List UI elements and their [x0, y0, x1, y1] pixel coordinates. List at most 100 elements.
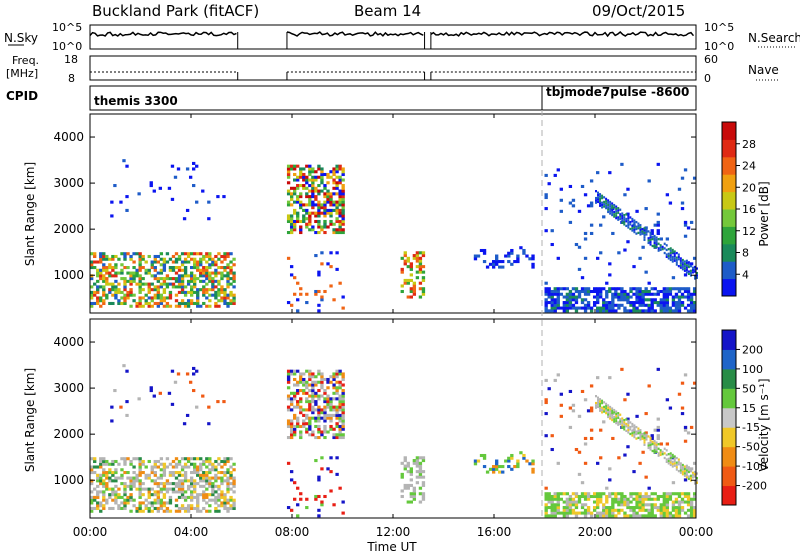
- velocity-cell: [631, 432, 634, 435]
- power-cell: [683, 269, 686, 272]
- velocity-cell: [189, 506, 194, 511]
- power-cell: [605, 295, 609, 299]
- velocity-cell: [583, 461, 588, 465]
- velocity-cell: [311, 430, 315, 434]
- velocity-cell: [296, 514, 300, 518]
- velocity-cell: [627, 428, 630, 432]
- velocity-cell: [608, 478, 612, 482]
- power-cell: [627, 219, 630, 222]
- velocity-cell: [623, 494, 627, 499]
- power-cell: [607, 210, 610, 214]
- power-cell: [296, 298, 300, 302]
- velocity-cell: [135, 479, 139, 483]
- velocity-cell: [671, 456, 674, 459]
- power-cell: [553, 173, 557, 177]
- power-cell: [183, 266, 188, 270]
- velocity-cell: [111, 471, 115, 475]
- velocity-cell: [317, 419, 321, 423]
- power-cell: [286, 167, 291, 171]
- velocity-cell: [286, 405, 291, 409]
- velocity-cell: [174, 484, 179, 488]
- power-cell: [597, 191, 600, 194]
- power-cell: [583, 309, 588, 313]
- power-cell: [158, 186, 163, 190]
- velocity-cell: [183, 479, 188, 483]
- power-cell: [170, 164, 175, 168]
- velocity-colorbar-label: -15: [742, 421, 760, 434]
- power-cell: [635, 232, 638, 235]
- velocity-cell: [102, 498, 106, 502]
- power-cell: [341, 219, 345, 224]
- power-cell: [293, 167, 297, 171]
- power-cell: [320, 170, 324, 174]
- power-cell: [629, 289, 633, 294]
- velocity-cell: [662, 494, 666, 499]
- velocity-cell: [620, 500, 624, 504]
- velocity-cell: [665, 506, 670, 510]
- power-cell: [609, 205, 612, 208]
- velocity-cell: [669, 456, 672, 460]
- power-cell: [289, 197, 294, 201]
- power-cell: [196, 304, 200, 308]
- velocity-cell: [150, 509, 154, 513]
- power-cell: [421, 278, 426, 282]
- power-cell: [671, 276, 676, 280]
- velocity-cell: [680, 506, 685, 510]
- power-cell: [531, 265, 535, 269]
- velocity-cell: [141, 487, 145, 491]
- velocity-cell: [135, 457, 139, 461]
- power-cell: [608, 306, 612, 310]
- velocity-cell: [689, 470, 692, 473]
- power-cell: [559, 287, 563, 291]
- power-cell: [138, 252, 142, 256]
- power-cell: [617, 216, 620, 219]
- power-cell: [177, 257, 182, 261]
- power-cell: [138, 260, 142, 264]
- power-cell: [114, 274, 118, 278]
- velocity-cell: [320, 383, 324, 387]
- velocity-cell: [341, 400, 345, 404]
- power-cell: [153, 254, 157, 259]
- velocity-cell: [418, 467, 423, 471]
- velocity-cell: [147, 487, 151, 491]
- velocity-cell: [223, 501, 227, 505]
- velocity-cell: [656, 428, 660, 432]
- velocity-cell: [305, 427, 309, 431]
- power-cell: [620, 162, 624, 166]
- power-cell: [90, 301, 94, 306]
- velocity-cell: [114, 501, 118, 505]
- velocity-cell: [308, 427, 312, 431]
- velocity-cell: [162, 471, 167, 475]
- velocity-cell: [141, 482, 145, 486]
- power-cell: [647, 289, 651, 294]
- power-cell: [153, 268, 157, 272]
- velocity-cell: [180, 484, 185, 488]
- velocity-cell: [293, 383, 297, 387]
- velocity-cell: [317, 369, 321, 373]
- power-cell: [615, 207, 618, 211]
- velocity-cell: [189, 476, 194, 480]
- velocity-cell: [317, 436, 321, 440]
- power-cell: [625, 213, 628, 216]
- velocity-cell: [577, 494, 582, 499]
- power-cell: [602, 309, 606, 313]
- velocity-cell: [692, 461, 697, 465]
- power-cell: [150, 296, 154, 300]
- power-cell: [217, 257, 221, 261]
- velocity-cell: [126, 484, 130, 488]
- power-cell: [308, 211, 312, 215]
- velocity-cell: [229, 471, 233, 475]
- power-cell: [229, 260, 233, 264]
- velocity-cell: [641, 508, 645, 512]
- velocity-cell: [135, 473, 139, 477]
- velocity-cell: [544, 400, 548, 405]
- velocity-cell: [577, 497, 582, 501]
- velocity-cell: [286, 397, 291, 401]
- velocity-cell: [686, 514, 691, 518]
- velocity-cell: [665, 492, 670, 496]
- power-cell: [639, 224, 642, 227]
- power-cell: [289, 217, 294, 221]
- velocity-cell: [641, 506, 645, 510]
- velocity-cell: [144, 476, 148, 480]
- velocity-cell: [644, 492, 648, 496]
